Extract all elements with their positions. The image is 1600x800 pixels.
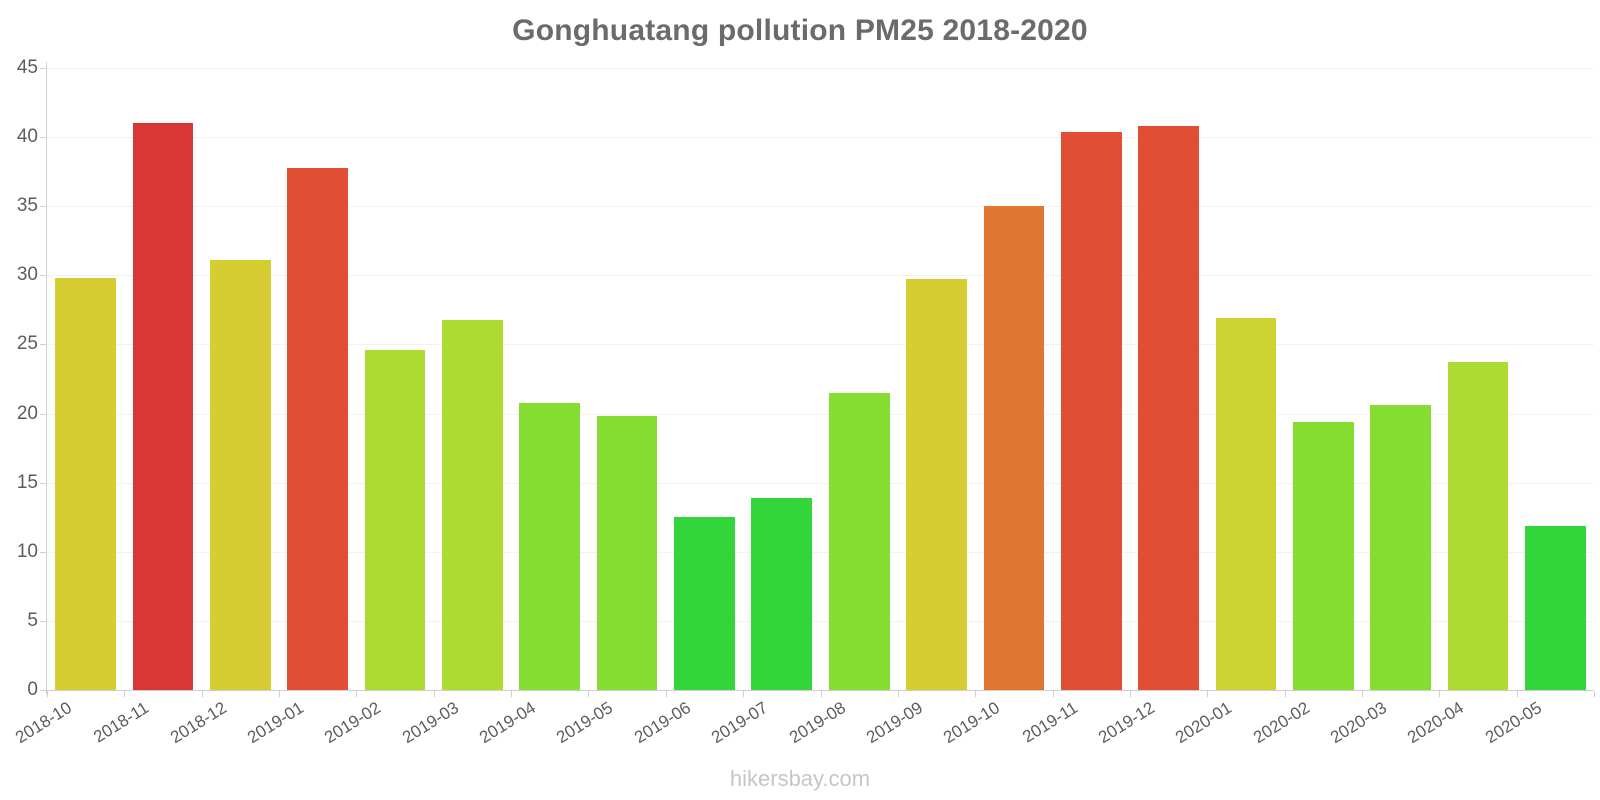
- x-axis-tick-label: 2019-02: [321, 698, 385, 748]
- y-axis-tick-mark: [40, 551, 47, 553]
- bar: [1215, 318, 1277, 690]
- y-axis-tick-mark: [40, 620, 47, 622]
- y-axis-tick-label: 40: [16, 126, 38, 148]
- x-axis-line: [40, 690, 1594, 691]
- x-axis-tick-label: 2020-02: [1249, 698, 1313, 748]
- bar: [287, 167, 349, 690]
- chart-title: Gonghuatang pollution PM25 2018-2020: [512, 14, 1088, 47]
- x-axis-tick-label: 2019-06: [630, 698, 694, 748]
- bar: [442, 319, 503, 690]
- footer-credit: hikersbay.com: [729, 766, 871, 791]
- y-axis-tick-mark: [40, 137, 47, 139]
- gridlines: [46, 68, 1594, 690]
- x-axis-tick-label: 2019-04: [476, 698, 540, 748]
- y-axis-tick-label: 15: [16, 471, 38, 493]
- y-axis-tick-mark: [40, 482, 47, 484]
- gridline: [46, 620, 1594, 622]
- x-axis-tick-label: 2018-11: [90, 698, 153, 747]
- bar: [828, 392, 890, 690]
- x-axis-tick-mark: [1207, 691, 1209, 697]
- bar: [1138, 126, 1199, 690]
- x-axis-tick-mark: [743, 691, 745, 697]
- x-axis-tick-label: 2019-12: [1094, 698, 1158, 748]
- x-axis-tick-mark: [201, 691, 203, 697]
- bar: [1447, 362, 1509, 690]
- bars-container: [47, 68, 1594, 690]
- y-axis-tick-mark: [40, 275, 47, 277]
- y-axis-tick-label: 0: [27, 679, 38, 700]
- gridline: [46, 482, 1594, 484]
- x-axis-tick-label: 2019-09: [862, 698, 926, 748]
- y-axis-tick-label: 25: [16, 333, 38, 355]
- y-axis-tick-label: 10: [16, 540, 38, 562]
- x-axis-tick-mark: [897, 691, 899, 697]
- bar: [1370, 405, 1431, 690]
- x-axis-tick-label: 2019-03: [398, 698, 462, 748]
- x-axis-tick-mark: [1594, 691, 1595, 697]
- bar: [674, 517, 735, 690]
- x-axis-tick-mark: [820, 691, 822, 697]
- gridline: [46, 275, 1594, 277]
- y-axis-tick-mark: [40, 344, 47, 346]
- x-axis-tick-mark: [356, 691, 358, 697]
- x-axis-tick-label: 2019-05: [553, 698, 617, 748]
- x-axis-tick-mark: [1052, 691, 1054, 697]
- x-axis-tick-label: 2020-01: [1172, 698, 1236, 748]
- gridline: [46, 551, 1594, 553]
- y-axis-line: [46, 62, 47, 694]
- x-axis-tick-label: 2019-01: [244, 698, 308, 748]
- y-axis-tick-mark: [40, 206, 47, 208]
- gridline: [46, 206, 1594, 208]
- x-axis-tick-mark: [511, 691, 513, 697]
- x-axis-tick-mark: [1516, 691, 1518, 697]
- bar: [1060, 131, 1122, 690]
- bar: [210, 260, 271, 690]
- x-axis-tick-mark: [433, 691, 435, 697]
- bar: [519, 402, 581, 690]
- x-axis-tick-mark: [124, 691, 126, 697]
- y-axis-tick-label: 45: [16, 57, 38, 78]
- y-axis-tick-label: 35: [16, 195, 38, 217]
- y-axis-tick-label: 20: [16, 402, 38, 424]
- bar: [55, 278, 117, 690]
- bar: [1524, 525, 1586, 690]
- x-axis-tick-mark: [1129, 691, 1131, 697]
- y-axis-tick-label: 30: [16, 264, 38, 286]
- x-axis-tick-mark: [1439, 691, 1441, 697]
- x-axis-tick-mark: [1284, 691, 1286, 697]
- x-axis-tick-label: 2019-10: [940, 698, 1004, 748]
- gridline: [46, 344, 1594, 346]
- gridline: [46, 68, 1594, 69]
- x-axis-tick-label: 2020-03: [1327, 698, 1391, 748]
- x-axis-tick-label: 2019-11: [1018, 698, 1081, 747]
- y-axis-tick-mark: [40, 413, 47, 415]
- x-axis-tick-mark: [279, 691, 281, 697]
- bar: [596, 416, 658, 690]
- bar: [906, 279, 967, 690]
- gridline: [46, 137, 1594, 139]
- y-axis-tick-mark: [40, 690, 47, 691]
- x-axis-tick-mark: [588, 691, 590, 697]
- y-axis-tick-label: 5: [27, 609, 38, 631]
- y-axis-tick-mark: [40, 68, 47, 69]
- bar: [364, 349, 426, 690]
- bar: [983, 206, 1045, 690]
- bar: [1292, 421, 1354, 690]
- x-axis-tick-label: 2019-07: [708, 698, 772, 748]
- x-axis-tick-label: 2020-05: [1481, 698, 1545, 748]
- bar: [132, 123, 194, 690]
- x-axis-tick-mark: [975, 691, 977, 697]
- bar: [751, 497, 813, 690]
- x-axis-tick-mark: [47, 691, 48, 697]
- x-axis-tick-mark: [665, 691, 667, 697]
- x-axis-tick-label: 2020-04: [1404, 698, 1468, 748]
- x-axis-tick-label: 2018-10: [12, 698, 76, 748]
- x-axis-tick-label: 2018-12: [166, 698, 230, 748]
- x-axis-tick-mark: [1361, 691, 1363, 697]
- x-axis-tick-label: 2019-08: [785, 698, 849, 748]
- gridline: [46, 413, 1594, 415]
